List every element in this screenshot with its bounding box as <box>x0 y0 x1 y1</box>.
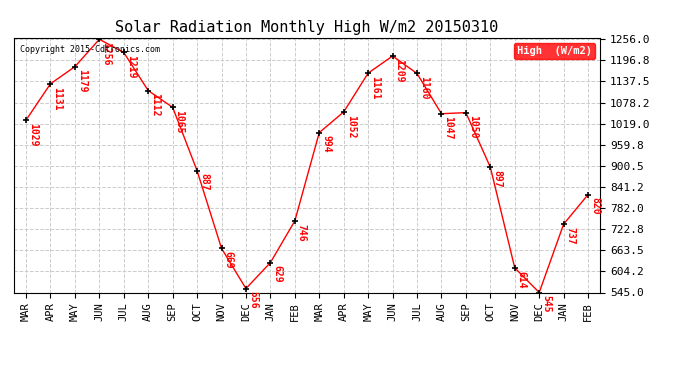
Text: 897: 897 <box>492 170 502 188</box>
Text: 887: 887 <box>199 174 209 191</box>
Text: 746: 746 <box>297 224 307 242</box>
Title: Solar Radiation Monthly High W/m2 20150310: Solar Radiation Monthly High W/m2 201503… <box>115 20 499 35</box>
Text: 994: 994 <box>322 135 331 153</box>
Text: 1052: 1052 <box>346 115 355 138</box>
Text: 1112: 1112 <box>150 93 160 117</box>
Text: 629: 629 <box>273 266 282 283</box>
Text: 1219: 1219 <box>126 55 136 79</box>
Text: 1065: 1065 <box>175 110 185 134</box>
Text: 1256: 1256 <box>101 42 111 66</box>
Text: 556: 556 <box>248 291 258 309</box>
Text: 669: 669 <box>224 251 233 269</box>
Text: 1179: 1179 <box>77 69 87 93</box>
Text: 1161: 1161 <box>370 76 380 99</box>
Text: 614: 614 <box>517 271 526 288</box>
Text: Copyright 2015-Cdtronics.com: Copyright 2015-Cdtronics.com <box>19 45 159 54</box>
Text: 1047: 1047 <box>444 117 453 140</box>
Text: 1029: 1029 <box>28 123 38 146</box>
Text: 1050: 1050 <box>468 116 478 139</box>
Text: 737: 737 <box>566 227 575 244</box>
Text: 1131: 1131 <box>52 87 62 110</box>
Legend: High  (W/m2): High (W/m2) <box>514 43 595 59</box>
Text: 1209: 1209 <box>395 59 404 82</box>
Text: 820: 820 <box>590 197 600 215</box>
Text: 1160: 1160 <box>419 76 429 100</box>
Text: 545: 545 <box>541 295 551 313</box>
